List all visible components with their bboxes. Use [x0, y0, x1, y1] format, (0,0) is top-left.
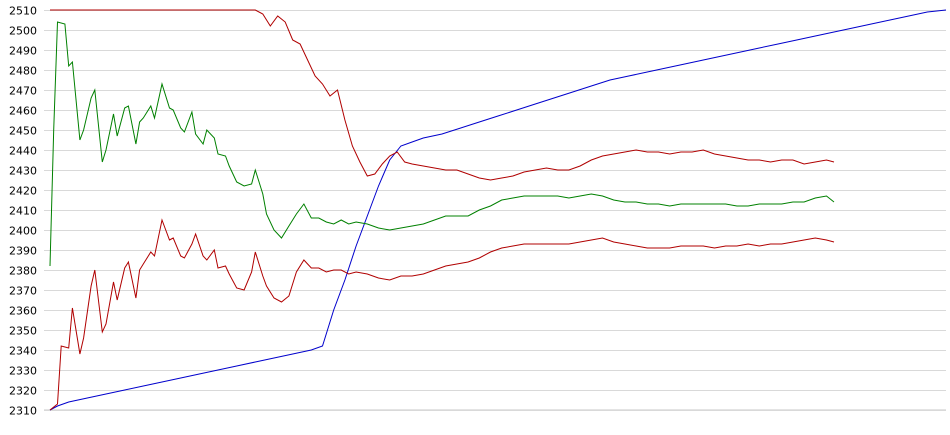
y-tick-label: 2450 — [9, 125, 37, 138]
y-tick-label: 2350 — [9, 325, 37, 338]
y-tick-label: 2440 — [9, 145, 37, 158]
y-axis-tick-labels: 2310 2320 2330 2340 2350 2360 2370 2380 2390 2400… — [9, 5, 37, 418]
y-tick-label: 2400 — [9, 225, 37, 238]
y-tick-label: 2310 — [9, 405, 37, 418]
series-line-3 — [49, 218, 835, 411]
y-tick-label: 2390 — [9, 245, 37, 258]
series-line-0 — [49, 9, 947, 411]
y-tick-label: 2490 — [9, 45, 37, 58]
y-tick-label: 2330 — [9, 365, 37, 378]
y-tick-label: 2420 — [9, 185, 37, 198]
y-tick-label: 2500 — [9, 25, 37, 38]
y-tick-label: 2340 — [9, 345, 37, 358]
y-tick-label: 2460 — [9, 105, 37, 118]
y-tick-label: 2380 — [9, 265, 37, 278]
y-tick-label: 2510 — [9, 5, 37, 18]
series-line-1 — [49, 21, 835, 267]
y-tick-label: 2470 — [9, 85, 37, 98]
series-lines — [49, 9, 947, 411]
y-tick-label: 2370 — [9, 285, 37, 298]
gridlines — [44, 10, 946, 411]
y-tick-label: 2360 — [9, 305, 37, 318]
y-tick-label: 2480 — [9, 65, 37, 78]
y-tick-label: 2320 — [9, 385, 37, 398]
y-tick-label: 2430 — [9, 165, 37, 178]
series-line-2 — [50, 9, 835, 181]
y-tick-label: 2410 — [9, 205, 37, 218]
